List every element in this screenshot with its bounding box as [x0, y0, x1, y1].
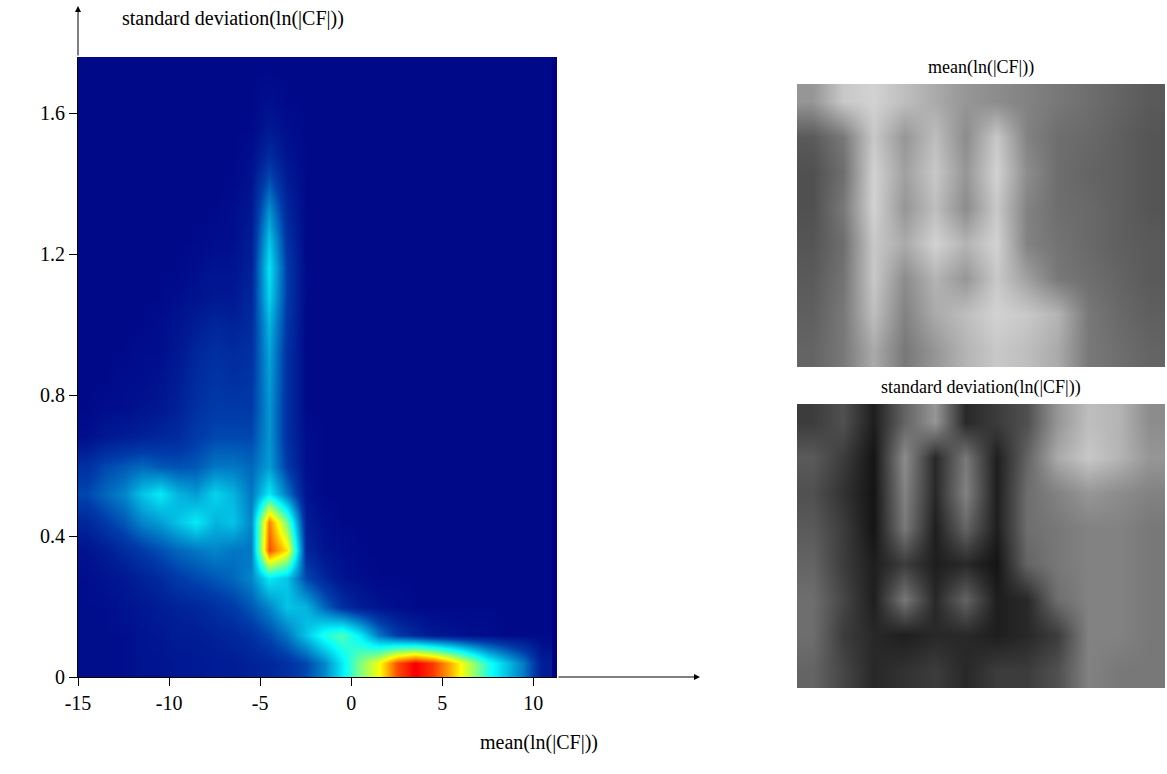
svg-text:-10: -10 [156, 692, 183, 714]
svg-text:1.2: 1.2 [40, 243, 65, 265]
svg-text:0.8: 0.8 [40, 384, 65, 406]
svg-text:1.6: 1.6 [40, 102, 65, 124]
svg-text:0.4: 0.4 [40, 525, 65, 547]
svg-text:10: 10 [523, 692, 543, 714]
svg-text:mean(ln(|CF|)): mean(ln(|CF|)) [928, 57, 1034, 78]
svg-text:-15: -15 [65, 692, 92, 714]
svg-text:0: 0 [346, 692, 356, 714]
svg-text:5: 5 [437, 692, 447, 714]
svg-text:0: 0 [55, 666, 65, 688]
svg-text:mean(ln(|CF|)): mean(ln(|CF|)) [480, 731, 598, 754]
svg-text:standard deviation(ln(|CF|)): standard deviation(ln(|CF|)) [881, 377, 1081, 398]
svg-text:standard deviation(ln(|CF|)): standard deviation(ln(|CF|)) [122, 7, 344, 30]
svg-text:-5: -5 [252, 692, 269, 714]
